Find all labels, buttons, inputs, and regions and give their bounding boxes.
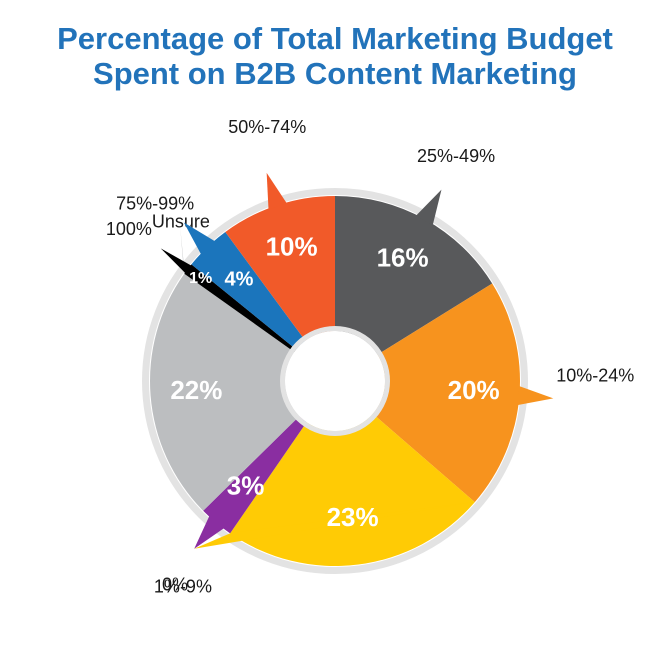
chart-title-line1: Percentage of Total Marketing Budget bbox=[0, 22, 670, 57]
pie-slice-value: 22% bbox=[170, 375, 222, 405]
pie-slice-value: 16% bbox=[377, 243, 429, 273]
pie-slice-value: 3% bbox=[227, 471, 265, 501]
pie-slice-label: 50%-74% bbox=[228, 118, 306, 138]
pie-slice-label: Unsure bbox=[152, 212, 210, 232]
pie-slice-label: 25%-49% bbox=[417, 147, 495, 167]
pie-slice-value: 23% bbox=[327, 502, 379, 532]
pie-chart: 25%-49%10%-24%1%-9%0%Unsure100%75%-99%50… bbox=[0, 91, 670, 651]
pie-slice-value: 20% bbox=[448, 375, 500, 405]
pie-slice-label: 75%-99% bbox=[116, 194, 194, 214]
pie-slice-value: 10% bbox=[266, 232, 318, 262]
chart-title-line2: Spent on B2B Content Marketing bbox=[0, 57, 670, 92]
pie-slice-label: 10%-24% bbox=[556, 366, 634, 386]
pie-pointer bbox=[267, 173, 287, 209]
pie-slice-label: 0% bbox=[162, 575, 188, 595]
chart-title: Percentage of Total Marketing Budget Spe… bbox=[0, 22, 670, 91]
pie-slice-value: 1% bbox=[189, 270, 212, 287]
pie-slice-value: 4% bbox=[225, 269, 254, 291]
pie-slice-label: 100% bbox=[106, 219, 152, 239]
pie-pointer bbox=[517, 386, 553, 405]
